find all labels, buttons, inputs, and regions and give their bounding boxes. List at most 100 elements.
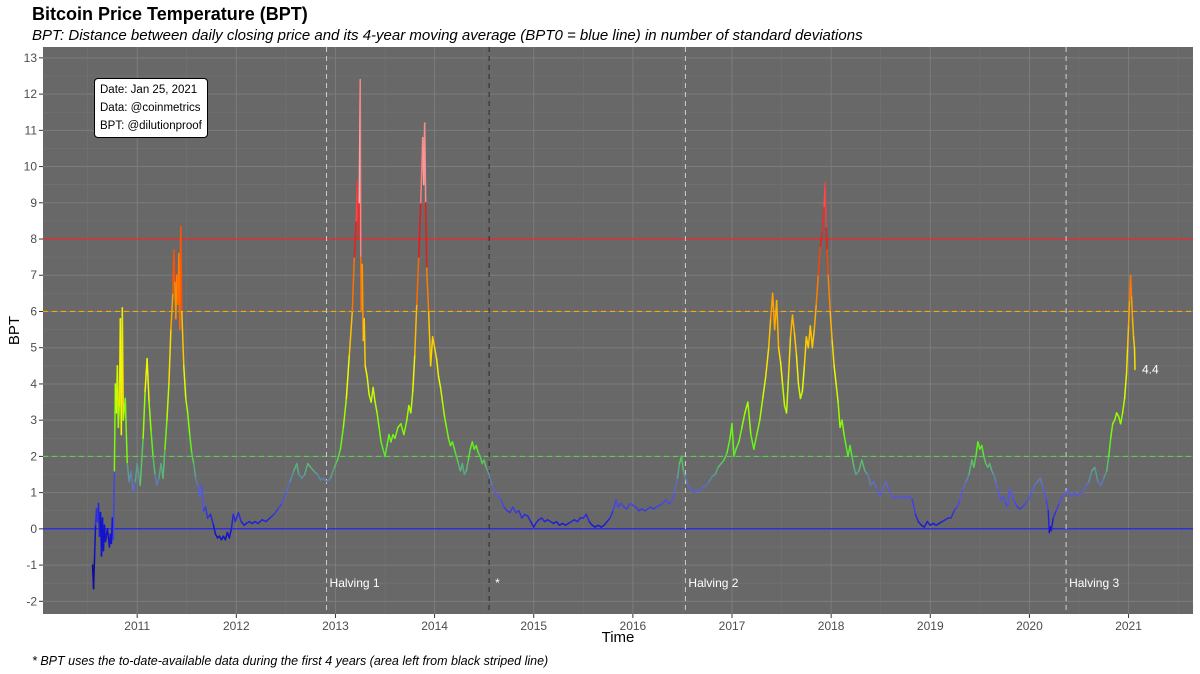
- bpt-line-segment: [414, 303, 418, 356]
- bpt-line-segment: [975, 441, 979, 458]
- bpt-line-segment: [1127, 299, 1131, 327]
- halving-label: Halving 3: [1069, 576, 1119, 590]
- bpt-line-segment: [170, 292, 174, 331]
- bpt-line-segment: [923, 520, 929, 528]
- bpt-line-segment: [878, 488, 884, 498]
- bpt-line-segment: [811, 328, 816, 349]
- y-tick-label: 9: [30, 196, 37, 210]
- bpt-line-segment: [682, 470, 687, 479]
- bpt-line-segment: [635, 506, 640, 512]
- bpt-line-segment: [92, 557, 96, 590]
- cutoff-marker-label: *: [495, 576, 500, 590]
- bpt-line-segment: [693, 488, 699, 494]
- footnote-caption: * BPT uses the to-date-available data du…: [32, 654, 549, 668]
- x-tick-label: 2017: [719, 619, 746, 633]
- info-date: Date: Jan 25, 2021: [100, 84, 198, 96]
- bpt-line-segment: [384, 444, 388, 458]
- bpt-line-segment: [374, 401, 378, 414]
- bpt-line-segment: [821, 205, 825, 233]
- bpt-line-segment: [173, 249, 176, 284]
- bpt-line-segment: [884, 481, 890, 490]
- bpt-line-segment: [994, 481, 999, 490]
- bpt-line-segment: [200, 484, 205, 512]
- x-tick-label: 2013: [322, 619, 349, 633]
- bpt-line-segment: [345, 354, 351, 400]
- bpt-line-segment: [825, 227, 828, 251]
- bpt-line-segment: [417, 202, 422, 258]
- y-tick-label: 8: [30, 232, 37, 246]
- bpt-line-segment: [687, 484, 693, 492]
- bpt-line-segment: [1131, 317, 1135, 338]
- x-tick-label: 2021: [1115, 619, 1142, 633]
- bpt-line-segment: [609, 509, 614, 519]
- bpt-line-segment: [795, 354, 800, 385]
- bpt-line-segment: [612, 499, 617, 512]
- bpt-line-segment: [864, 470, 869, 476]
- bpt-line-segment: [372, 386, 376, 403]
- bpt-line-segment: [435, 357, 440, 378]
- bpt-line-segment: [1082, 484, 1087, 494]
- bpt-line-segment: [1039, 477, 1044, 487]
- bpt-line-segment: [708, 475, 713, 483]
- info-author: BPT: @dilutionproof: [100, 120, 202, 132]
- bpt-line-segment: [714, 466, 719, 476]
- bpt-line-segment: [965, 473, 970, 483]
- bpt-line-segment: [801, 365, 806, 392]
- bpt-line-segment: [1119, 412, 1124, 425]
- bpt-line-segment: [521, 513, 526, 519]
- bpt-line-segment: [1073, 491, 1078, 498]
- bpt-line-segment: [977, 441, 981, 450]
- bpt-line-segment: [680, 455, 685, 472]
- bpt-line-segment: [555, 520, 561, 526]
- y-tick-label: -1: [26, 558, 37, 572]
- bpt-line-segment: [185, 397, 189, 414]
- bpt-line-segment: [301, 473, 306, 479]
- bpt-line-segment: [530, 520, 535, 528]
- bpt-line-segment: [386, 433, 390, 447]
- x-tick-label: 2012: [223, 619, 250, 633]
- chart-title: Bitcoin Price Temperature (BPT): [32, 4, 308, 24]
- bpt-line-segment: [1024, 499, 1030, 505]
- bpt-line-segment: [1125, 346, 1129, 374]
- bpt-line-segment: [192, 462, 197, 479]
- y-tick-label: 0: [30, 522, 37, 536]
- bpt-line-segment: [1030, 484, 1036, 494]
- bpt-line-segment: [626, 502, 631, 510]
- bpt-line-segment: [410, 390, 414, 414]
- bpt-line-segment: [779, 361, 784, 385]
- bpt-line-segment: [705, 481, 710, 487]
- bpt-line-segment: [212, 524, 217, 536]
- bpt-line-segment: [858, 459, 863, 472]
- bpt-line-segment: [956, 499, 961, 508]
- bpt-line-segment: [130, 470, 134, 494]
- bpt-line-segment: [132, 481, 136, 494]
- bpt-line-segment: [342, 397, 348, 429]
- bpt-line-segment: [1050, 517, 1054, 532]
- bpt-line-segment: [983, 455, 987, 465]
- bpt-line-segment: [1045, 499, 1050, 512]
- bpt-line-segment: [465, 459, 470, 472]
- bpt-line-segment: [412, 354, 416, 392]
- bpt-line-segment: [576, 517, 582, 523]
- bpt-line-segment: [670, 491, 676, 503]
- bpt-line-segment: [606, 517, 611, 523]
- x-tick-label: 2019: [917, 619, 944, 633]
- bpt-line-segment: [720, 459, 725, 465]
- bpt-line-segment: [1058, 495, 1063, 505]
- bpt-line-segment: [154, 473, 158, 487]
- bpt-line-segment: [750, 433, 755, 450]
- bpt-line-segment: [1126, 325, 1130, 349]
- bpt-line-segment: [269, 513, 275, 519]
- bpt-line-segment: [867, 473, 872, 487]
- bpt-line-segment: [423, 122, 427, 204]
- x-tick-label: 2015: [520, 619, 547, 633]
- bpt-line-segment: [1130, 296, 1134, 320]
- bpt-line-segment: [309, 466, 315, 472]
- halving-label: Halving 2: [688, 576, 738, 590]
- bpt-line-segment: [400, 423, 405, 436]
- bpt-line-segment: [439, 386, 444, 403]
- bpt-line-segment: [363, 317, 366, 367]
- bpt-line-segment: [534, 519, 540, 525]
